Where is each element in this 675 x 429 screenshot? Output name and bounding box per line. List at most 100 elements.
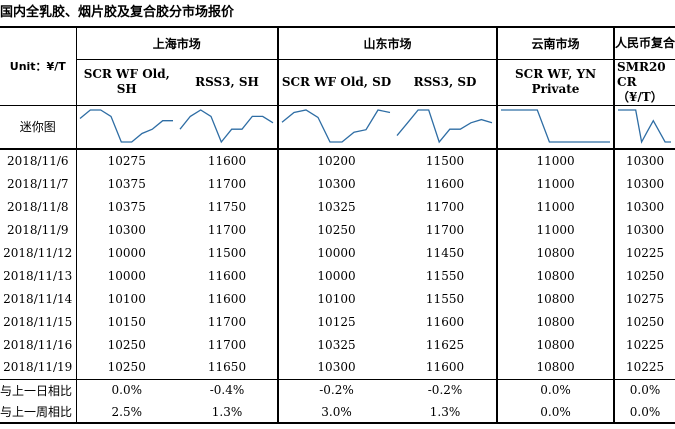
date-cell: 2018/11/9 <box>6 222 69 237</box>
table-row: 2018/11/15 10150 11700 10125 11600 10800 10250 <box>0 310 675 333</box>
price-cell: 10100 <box>277 287 395 310</box>
price-cell: 10800 <box>496 333 615 356</box>
change-cell: 3.0% <box>277 401 395 424</box>
sparkline-line <box>179 108 274 144</box>
price-cell: 11000 <box>496 195 615 218</box>
price-cell: 11625 <box>425 337 465 352</box>
table-row: 2018/11/6 10275 11600 10200 11500 11000 10300 <box>0 149 675 172</box>
price-cell: 11000 <box>496 172 615 195</box>
table-row: 2018/11/14 10100 11600 10100 11550 10800 10275 <box>0 287 675 310</box>
table-row: 2018/11/8 10375 11750 10325 11700 11000 10300 <box>0 195 675 218</box>
change-cell: 0.0% <box>496 401 615 424</box>
price-cell: 11600 <box>425 176 465 191</box>
price-cell: 10800 <box>496 310 615 333</box>
price-cell: 10225 <box>613 241 675 264</box>
price-cell: 10250 <box>75 356 177 380</box>
product-scr-wf-old-sh: SCR WF Old, SH <box>75 59 177 106</box>
product-scr-wf-yn: SCR WF, YN Private <box>496 59 615 106</box>
sparkline-cell <box>613 105 675 150</box>
price-cell: 11600 <box>425 314 465 329</box>
price-cell: 10225 <box>613 333 675 356</box>
date-cell: 2018/11/8 <box>6 199 69 214</box>
price-cell: 10250 <box>613 310 675 333</box>
price-cell: 10375 <box>75 172 177 195</box>
table-row: 2018/11/7 10375 11700 10300 11600 11000 10300 <box>0 172 675 195</box>
price-cell: 10300 <box>75 218 177 241</box>
price-cell: 10275 <box>613 287 675 310</box>
price-cell: 11700 <box>207 176 247 191</box>
price-cell: 10800 <box>496 356 615 380</box>
price-table: Unit：¥/T 上海市场 山东市场 云南市场 人民币复合 SCR WF Old… <box>0 26 675 424</box>
change-cell: 1.3% <box>177 401 279 424</box>
change-cell: 0.0% <box>496 379 615 401</box>
market-shandong: 山东市场 <box>277 26 498 60</box>
price-cell: 10150 <box>75 310 177 333</box>
sparkline-line <box>501 109 611 143</box>
price-cell: 10275 <box>75 149 177 172</box>
change-cell: -0.4% <box>209 383 245 398</box>
price-cell: 10300 <box>613 195 675 218</box>
price-cell: 11500 <box>207 245 247 260</box>
price-cell: 11600 <box>207 291 247 306</box>
price-cell: 11600 <box>394 356 498 380</box>
price-cell: 10000 <box>75 241 177 264</box>
market-shanghai: 上海市场 <box>75 26 279 60</box>
sparkline-cell <box>277 105 395 150</box>
price-cell: 10000 <box>75 264 177 287</box>
price-cell: 10800 <box>496 241 615 264</box>
date-cell: 2018/11/13 <box>3 268 73 283</box>
price-cell: 10300 <box>613 149 675 172</box>
price-cell: 11000 <box>496 149 615 172</box>
date-cell: 2018/11/7 <box>6 176 69 191</box>
price-cell: 10800 <box>496 264 615 287</box>
table-row: 2018/11/9 10300 11700 10250 11700 11000 10300 <box>0 218 675 241</box>
product-scr-wf-old-sd: SCR WF Old, SD <box>277 59 395 106</box>
sparkline <box>281 109 391 143</box>
change-cell: 2.5% <box>75 401 177 424</box>
sparkline-line <box>281 109 391 143</box>
date-cell: 2018/11/14 <box>3 291 73 306</box>
sparkline-cell <box>394 105 498 150</box>
comparison-label: 与上一日相比 <box>0 383 73 398</box>
price-cell: 11700 <box>207 337 247 352</box>
change-cell: 1.3% <box>394 401 498 424</box>
price-cell: 11500 <box>425 154 465 168</box>
price-cell: 11550 <box>425 291 465 306</box>
change-cell: -0.2% <box>277 379 395 401</box>
price-cell: 10000 <box>277 264 395 287</box>
price-cell: 10250 <box>613 264 675 287</box>
price-cell: 10100 <box>75 287 177 310</box>
price-cell: 11700 <box>207 222 247 237</box>
comparison-row: 与上一周相比 2.5% 1.3% 3.0% 1.3% 0.0% 0.0% <box>0 401 675 424</box>
sparkline-line <box>79 109 173 143</box>
change-cell: 0.0% <box>75 379 177 401</box>
sparkline-label: 迷你图 <box>0 105 76 150</box>
price-cell: 10325 <box>277 333 395 356</box>
comparison-row: 与上一日相比 0.0% -0.4% -0.2% -0.2% 0.0% 0.0% <box>0 379 675 401</box>
sparkline <box>179 108 274 144</box>
price-cell: 11450 <box>425 245 465 260</box>
price-cell: 10300 <box>277 172 395 195</box>
price-cell: 10200 <box>277 149 395 172</box>
price-cell: 10800 <box>496 287 615 310</box>
sparkline <box>618 109 672 144</box>
table-row: 2018/11/19 10250 11650 10300 11600 10800 10225 <box>0 356 675 380</box>
price-cell: 10250 <box>75 333 177 356</box>
date-cell: 2018/11/19 <box>0 356 76 380</box>
change-cell: 0.0% <box>613 379 675 401</box>
table-row: 2018/11/16 10250 11700 10325 11625 10800 10225 <box>0 333 675 356</box>
price-cell: 10250 <box>277 218 395 241</box>
price-cell: 11700 <box>207 314 247 329</box>
price-cell: 10000 <box>277 241 395 264</box>
sparkline <box>501 109 611 143</box>
comparison-label: 与上一周相比 <box>0 401 76 424</box>
date-cell: 2018/11/16 <box>3 337 73 352</box>
price-cell: 10125 <box>277 310 395 333</box>
change-cell: -0.2% <box>427 383 463 398</box>
sparkline <box>79 109 173 143</box>
date-cell: 2018/11/15 <box>3 314 73 329</box>
market-yunnan: 云南市场 <box>496 26 615 60</box>
price-cell: 11700 <box>425 199 465 214</box>
sparkline-line <box>618 109 672 144</box>
price-cell: 11750 <box>207 199 247 214</box>
